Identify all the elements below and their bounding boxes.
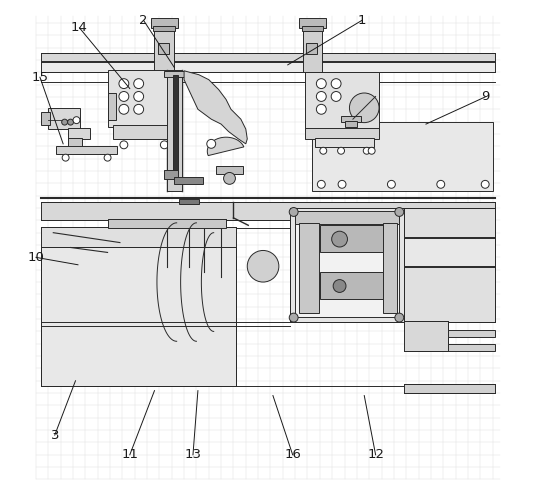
Bar	[345, 121, 358, 127]
Bar	[165, 71, 185, 77]
Text: 16: 16	[284, 448, 301, 461]
Circle shape	[207, 140, 215, 148]
Bar	[41, 227, 236, 248]
Bar	[404, 266, 495, 322]
Text: 13: 13	[184, 448, 202, 461]
Bar	[302, 26, 323, 31]
Circle shape	[134, 104, 144, 114]
Circle shape	[160, 141, 168, 149]
Text: 1: 1	[358, 14, 366, 27]
Circle shape	[119, 79, 129, 89]
Bar	[113, 125, 174, 139]
Circle shape	[338, 180, 346, 188]
Bar	[108, 70, 179, 127]
Circle shape	[73, 117, 80, 124]
Polygon shape	[207, 137, 244, 155]
Circle shape	[62, 119, 68, 125]
Circle shape	[320, 148, 327, 154]
Circle shape	[333, 280, 346, 293]
Text: 14: 14	[71, 21, 88, 34]
Circle shape	[119, 92, 129, 101]
Circle shape	[363, 148, 370, 154]
Bar	[68, 128, 90, 139]
Bar	[68, 138, 82, 150]
Bar	[448, 344, 495, 351]
Bar	[216, 165, 243, 174]
Bar	[383, 223, 397, 313]
Bar	[41, 247, 236, 386]
Bar	[341, 116, 361, 122]
Bar	[404, 384, 495, 393]
Circle shape	[62, 154, 69, 161]
Bar	[404, 321, 448, 351]
Circle shape	[120, 141, 128, 149]
Circle shape	[119, 104, 129, 114]
Circle shape	[104, 154, 111, 161]
Bar	[158, 43, 169, 54]
Bar	[299, 18, 326, 28]
Text: 9: 9	[481, 91, 489, 103]
Bar	[302, 25, 322, 72]
Bar	[295, 211, 399, 224]
Circle shape	[437, 180, 445, 188]
Circle shape	[134, 92, 144, 101]
Bar	[448, 331, 495, 337]
Bar	[305, 72, 379, 129]
Circle shape	[316, 92, 326, 101]
Circle shape	[134, 79, 144, 89]
Text: 11: 11	[121, 448, 138, 461]
Text: 10: 10	[27, 251, 44, 264]
Circle shape	[224, 172, 235, 184]
Circle shape	[481, 180, 489, 188]
Circle shape	[247, 250, 279, 282]
Bar	[299, 223, 319, 313]
Bar	[48, 108, 80, 129]
Circle shape	[338, 148, 345, 154]
Text: 12: 12	[367, 448, 384, 461]
Bar	[320, 272, 383, 299]
Bar	[179, 199, 199, 204]
Text: 15: 15	[32, 71, 48, 84]
Circle shape	[395, 313, 404, 322]
Bar	[320, 225, 383, 252]
Bar	[315, 138, 374, 147]
Circle shape	[349, 93, 379, 123]
Bar	[153, 26, 175, 31]
Bar	[165, 170, 178, 179]
Circle shape	[289, 207, 298, 216]
Bar	[404, 237, 495, 267]
Text: 2: 2	[139, 14, 148, 27]
Bar	[154, 25, 174, 72]
Bar	[174, 177, 203, 184]
Bar	[41, 52, 495, 62]
Bar	[305, 128, 379, 139]
Bar	[41, 61, 495, 72]
Circle shape	[331, 92, 341, 101]
Circle shape	[332, 231, 347, 247]
Bar	[173, 75, 177, 173]
Circle shape	[316, 79, 326, 89]
Bar	[151, 18, 177, 28]
Circle shape	[368, 148, 375, 154]
Bar	[290, 208, 404, 322]
Text: 3: 3	[50, 429, 59, 442]
Bar	[404, 208, 495, 238]
Bar	[56, 146, 117, 154]
Bar	[108, 93, 116, 120]
Bar	[295, 213, 399, 317]
Circle shape	[331, 79, 341, 89]
Circle shape	[388, 180, 396, 188]
Circle shape	[289, 313, 298, 322]
Circle shape	[316, 104, 326, 114]
Bar	[167, 70, 182, 191]
Polygon shape	[184, 71, 247, 144]
Circle shape	[317, 180, 325, 188]
Circle shape	[68, 119, 73, 125]
Bar	[306, 43, 317, 54]
Bar	[312, 122, 493, 191]
Bar	[41, 201, 495, 220]
Bar	[41, 112, 50, 125]
Bar	[108, 219, 226, 228]
Circle shape	[395, 207, 404, 216]
